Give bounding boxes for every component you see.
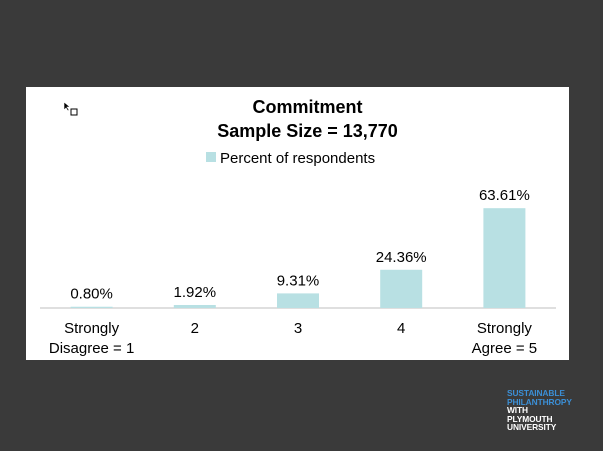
bar xyxy=(70,306,113,308)
chart-subtitle: Sample Size = 13,770 xyxy=(217,121,398,141)
legend-swatch xyxy=(206,152,216,162)
legend-label: Percent of respondents xyxy=(220,150,375,167)
data-label: 9.31% xyxy=(277,272,320,289)
logo-line: PHILANTHROPY xyxy=(507,396,572,407)
data-label: 24.36% xyxy=(376,249,427,266)
category-label: Agree = 5 xyxy=(472,340,537,357)
category-label: Strongly xyxy=(477,320,533,337)
data-label: 1.92% xyxy=(174,284,217,301)
logo-line: PLYMOUTH xyxy=(507,413,553,424)
category-label: Strongly xyxy=(64,320,120,337)
bar xyxy=(483,208,526,308)
bar xyxy=(173,304,216,308)
category-label: 4 xyxy=(397,320,405,337)
bar xyxy=(277,293,319,308)
bar-chart: Commitment Sample Size = 13,770 Percent of… xyxy=(40,97,556,357)
data-label: 63.61% xyxy=(479,187,530,204)
university-logo: SUSTAINABLE PHILANTHROPY WITH PLYMOUTH U… xyxy=(507,389,572,432)
logo-line: SUSTAINABLE xyxy=(507,388,565,398)
category-label: 2 xyxy=(191,320,199,337)
bar xyxy=(380,269,423,308)
chart-panel: Commitment Sample Size = 13,770 Percent of… xyxy=(26,87,569,360)
category-label: 3 xyxy=(294,320,302,337)
chart-title: Commitment xyxy=(252,97,362,117)
data-label: 0.80% xyxy=(70,286,113,303)
logo-line: WITH xyxy=(507,405,528,416)
category-label: Disagree = 1 xyxy=(49,340,134,357)
cursor-icon xyxy=(63,101,78,116)
logo-line: UNIVERSITY xyxy=(507,422,557,433)
